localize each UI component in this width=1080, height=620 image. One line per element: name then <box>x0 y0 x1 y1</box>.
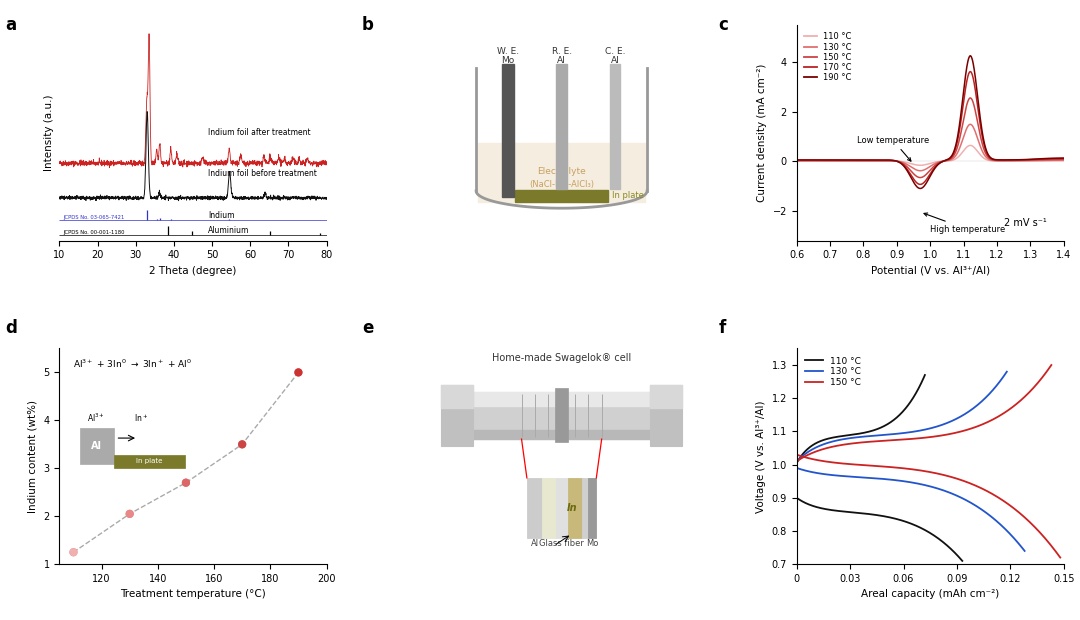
Text: a: a <box>5 16 16 33</box>
Bar <box>589 478 596 538</box>
Y-axis label: Intensity (a.u.): Intensity (a.u.) <box>44 94 54 171</box>
Bar <box>442 385 473 446</box>
Y-axis label: Voltage (V vs. Al³⁺/Al): Voltage (V vs. Al³⁺/Al) <box>756 400 766 513</box>
Bar <box>650 385 681 446</box>
Text: Home-made Swagelok® cell: Home-made Swagelok® cell <box>492 353 631 363</box>
Text: Aluminium: Aluminium <box>208 226 249 235</box>
Text: C. E.: C. E. <box>605 47 625 56</box>
Text: Glass fiber: Glass fiber <box>539 539 584 548</box>
Point <box>233 440 251 450</box>
Bar <box>502 64 514 197</box>
Bar <box>527 478 541 538</box>
Bar <box>442 385 473 408</box>
Bar <box>556 64 567 188</box>
X-axis label: Potential (V vs. Al³⁺/Al): Potential (V vs. Al³⁺/Al) <box>870 266 989 276</box>
X-axis label: Treatment temperature (°C): Treatment temperature (°C) <box>120 590 266 600</box>
Bar <box>541 478 556 538</box>
Text: In plate: In plate <box>612 192 645 200</box>
Bar <box>468 392 656 406</box>
Y-axis label: Indium content (wt%): Indium content (wt%) <box>28 400 38 513</box>
Text: Al: Al <box>610 56 620 64</box>
Text: 2 mV s⁻¹: 2 mV s⁻¹ <box>1003 218 1047 228</box>
Y-axis label: Current density (mA cm⁻²): Current density (mA cm⁻²) <box>757 63 767 202</box>
Text: Indium foil after treatment: Indium foil after treatment <box>208 128 311 136</box>
Bar <box>610 64 620 188</box>
Text: High temperature: High temperature <box>924 213 1005 234</box>
Text: Indium: Indium <box>208 211 234 220</box>
Text: Al: Al <box>557 56 566 64</box>
Point <box>233 440 251 450</box>
Point <box>177 478 194 488</box>
Point <box>65 547 82 557</box>
Bar <box>568 478 582 538</box>
Bar <box>556 478 568 538</box>
Text: e: e <box>362 319 374 337</box>
Text: f: f <box>718 319 726 337</box>
Text: W. E.: W. E. <box>497 47 519 56</box>
Bar <box>468 392 656 439</box>
Text: d: d <box>5 319 17 337</box>
X-axis label: Areal capacity (mAh cm⁻²): Areal capacity (mAh cm⁻²) <box>861 590 999 600</box>
Text: (NaCl-KCl-AlCl₃): (NaCl-KCl-AlCl₃) <box>529 180 594 189</box>
Point <box>289 368 307 378</box>
Text: Mo: Mo <box>586 539 598 548</box>
Text: Electrolyte: Electrolyte <box>537 167 586 176</box>
Point <box>121 509 138 519</box>
Bar <box>515 190 608 202</box>
Legend: 110 °C, 130 °C, 150 °C, 170 °C, 190 °C: 110 °C, 130 °C, 150 °C, 170 °C, 190 °C <box>801 29 855 86</box>
Text: b: b <box>362 16 374 33</box>
Text: Al$^{3+}$ + 3In$^0$ $\rightarrow$ 3In$^+$ + Al$^0$: Al$^{3+}$ + 3In$^0$ $\rightarrow$ 3In$^+… <box>73 357 192 370</box>
Text: c: c <box>718 16 728 33</box>
Bar <box>468 430 656 439</box>
Point <box>289 368 307 378</box>
Text: Low temperature: Low temperature <box>856 136 929 161</box>
Text: R. E.: R. E. <box>552 47 571 56</box>
Text: JCPDS No. 00-001-1180: JCPDS No. 00-001-1180 <box>64 231 124 236</box>
Point <box>65 547 82 557</box>
Text: JCPDS No. 03-065-7421: JCPDS No. 03-065-7421 <box>64 215 124 221</box>
Bar <box>555 388 568 442</box>
Text: Al: Al <box>531 539 539 548</box>
Text: In: In <box>566 503 577 513</box>
Bar <box>650 385 681 408</box>
Point <box>121 509 138 519</box>
Point <box>177 478 194 488</box>
X-axis label: 2 Theta (degree): 2 Theta (degree) <box>149 266 237 276</box>
Legend: 110 °C, 130 °C, 150 °C: 110 °C, 130 °C, 150 °C <box>801 353 865 391</box>
Text: Mo: Mo <box>501 56 515 64</box>
Text: Indium foil before treatment: Indium foil before treatment <box>208 169 318 178</box>
Bar <box>582 478 589 538</box>
